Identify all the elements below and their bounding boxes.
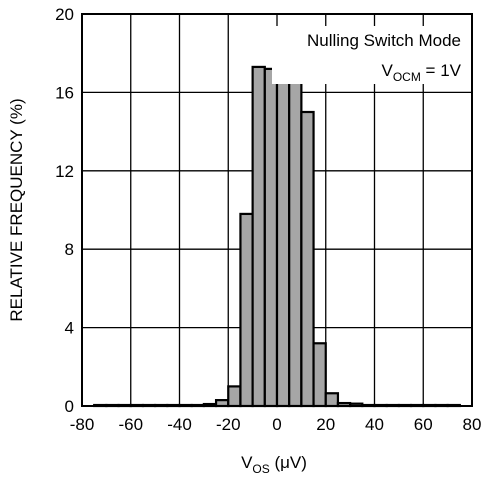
y-tick-label: 12 bbox=[55, 162, 74, 181]
x-axis-title-units: (μV) bbox=[270, 453, 307, 472]
x-tick-label: 0 bbox=[272, 415, 281, 434]
y-tick-label: 8 bbox=[65, 240, 74, 259]
histogram-bar bbox=[251, 65, 266, 408]
x-axis-title: VOS (μV) bbox=[241, 453, 307, 476]
histogram-bar bbox=[288, 57, 303, 408]
histogram-bar bbox=[227, 385, 242, 408]
annotation-vocm: VOCM = 1V bbox=[381, 61, 461, 84]
annotation-vocm-value: = 1V bbox=[421, 61, 462, 80]
x-tick-label: -80 bbox=[70, 415, 95, 434]
x-tick-label: 20 bbox=[316, 415, 335, 434]
histogram-bar bbox=[300, 110, 315, 408]
x-axis-title-main: V bbox=[241, 453, 253, 472]
y-tick-label: 16 bbox=[55, 83, 74, 102]
histogram-bar bbox=[239, 212, 254, 408]
y-axis-title: RELATIVE FREQUENCY (%) bbox=[7, 98, 26, 321]
y-tick-labels: 0 4 8 12 16 20 bbox=[55, 5, 74, 416]
x-tick-label: -40 bbox=[167, 415, 192, 434]
annotation-mode: Nulling Switch Mode bbox=[307, 31, 461, 50]
annotation-vocm-subscript: OCM bbox=[393, 70, 421, 84]
y-tick-label: 20 bbox=[55, 5, 74, 24]
histogram-bar bbox=[275, 75, 291, 408]
x-tick-label: 80 bbox=[463, 415, 482, 434]
x-tick-label: 60 bbox=[414, 415, 433, 434]
histogram-bar bbox=[324, 392, 340, 408]
histogram-bar bbox=[312, 342, 327, 408]
y-tick-label: 0 bbox=[65, 397, 74, 416]
y-tick-label: 4 bbox=[65, 319, 74, 338]
plot-frame bbox=[81, 13, 473, 407]
annotation-vocm-main: V bbox=[381, 61, 393, 80]
x-tick-labels: -80 -60 -40 -20 0 20 40 60 80 bbox=[70, 415, 482, 434]
x-tick-label: -60 bbox=[118, 415, 143, 434]
histogram-bar bbox=[263, 67, 279, 408]
bars-layer bbox=[93, 57, 461, 408]
x-tick-label: 40 bbox=[365, 415, 384, 434]
x-tick-label: -20 bbox=[216, 415, 241, 434]
x-axis-title-subscript: OS bbox=[252, 462, 269, 476]
annotation-background bbox=[272, 26, 464, 84]
